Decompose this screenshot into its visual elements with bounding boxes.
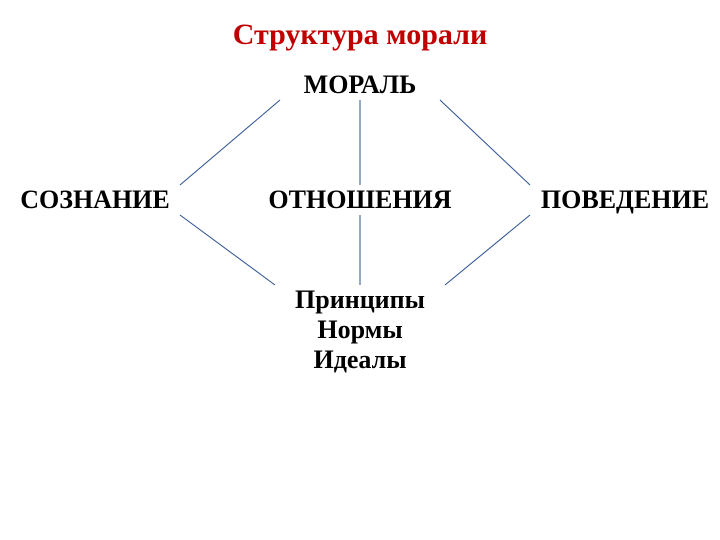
diagram-canvas: Структура морали МОРАЛЬ СОЗНАНИЕ ОТНОШЕН… <box>0 0 720 540</box>
edge <box>445 215 530 285</box>
edge <box>180 100 280 185</box>
node-top: МОРАЛЬ <box>280 70 440 100</box>
node-right: ПОВЕДЕНИЕ <box>530 185 720 215</box>
diagram-title: Структура морали <box>0 18 720 52</box>
edge <box>440 100 530 185</box>
node-bottom: Принципы Нормы Идеалы <box>275 285 445 375</box>
edge <box>180 215 275 285</box>
node-left: СОЗНАНИЕ <box>10 185 180 215</box>
node-center: ОТНОШЕНИЯ <box>255 185 465 215</box>
